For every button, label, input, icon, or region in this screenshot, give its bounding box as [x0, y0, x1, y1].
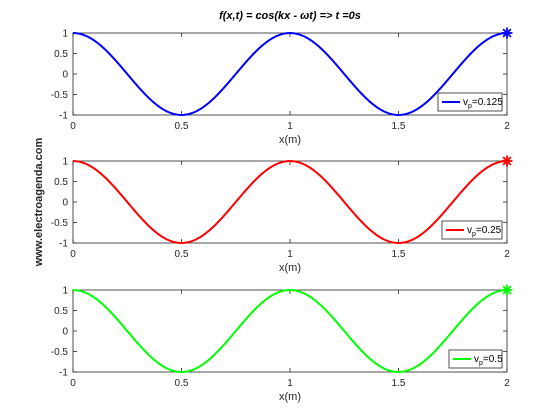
- legend-label: vp=0.5: [474, 354, 503, 367]
- marker-stroke: [502, 28, 512, 38]
- subplot-3: 0 0.5 1 1.5 2 1 0.5 0 -0.5 -1 x(m) vp=0.5: [51, 284, 513, 403]
- x-tick-label: 2: [504, 249, 510, 260]
- x-tick-label: 0.5: [175, 378, 189, 389]
- y-tick-label: -1: [59, 239, 68, 250]
- marker-stroke: [502, 285, 512, 295]
- marker-stroke: [502, 156, 512, 166]
- legend: vp=0.25: [441, 220, 503, 240]
- y-tick-label: -0.5: [51, 90, 69, 101]
- x-tick-label: 1.5: [392, 378, 406, 389]
- x-tick-label: 2: [504, 121, 510, 132]
- y-tick-label: -0.5: [51, 347, 69, 358]
- y-tick-label: 1: [62, 29, 68, 40]
- end-point-marker: [501, 155, 513, 167]
- x-tick-label: 1: [287, 378, 293, 389]
- y-tick-label: -1: [59, 368, 68, 379]
- y-tick-label: 0: [62, 70, 68, 81]
- x-tick-label: 0: [70, 249, 76, 260]
- axes-box: [72, 289, 508, 373]
- y-tick-label: 0.5: [54, 306, 68, 317]
- x-tick-label: 1: [287, 249, 293, 260]
- x-tick-label: 1: [287, 121, 293, 132]
- y-tick-label: -1: [59, 111, 68, 122]
- series-line: [72, 159, 508, 245]
- legend-box: [437, 92, 503, 112]
- legend: vp=0.125: [437, 92, 503, 112]
- figure-title: f(x,t) = cos(kx - ωt) => t =0s: [219, 10, 361, 22]
- subplot-1: 0 0.5 1 1.5 2 1 0.5 0 -0.5 -1 x(m) vp=0.125: [51, 27, 513, 146]
- subplot-2: 0 0.5 1 1.5 2 1 0.5 0 -0.5 -1 x(m) vp=0.25: [51, 155, 513, 274]
- end-point-marker: [501, 284, 513, 296]
- x-tick-label: 1.5: [392, 121, 406, 132]
- y-tick-label: 1: [62, 157, 68, 168]
- x-axis-label: x(m): [279, 262, 301, 274]
- y-tick-label: 1: [62, 286, 68, 297]
- y-tick-label: 0.5: [54, 177, 68, 188]
- watermark-text: www.electroagenda.com: [33, 137, 45, 267]
- x-axis-label: x(m): [279, 134, 301, 146]
- y-tick-label: -0.5: [51, 218, 69, 229]
- legend-label: vp=0.125: [463, 97, 503, 110]
- legend: vp=0.5: [448, 349, 503, 369]
- x-tick-label: 0: [70, 378, 76, 389]
- x-axis-label: x(m): [279, 391, 301, 403]
- y-tick-label: 0.5: [54, 49, 68, 60]
- x-tick-label: 0: [70, 121, 76, 132]
- x-tick-label: 2: [504, 378, 510, 389]
- axes-box: [72, 32, 508, 116]
- legend-label: vp=0.25: [467, 225, 502, 238]
- y-tick-label: 0: [62, 327, 68, 338]
- series-line: [72, 288, 508, 374]
- x-tick-label: 0.5: [175, 249, 189, 260]
- end-point-marker: [501, 27, 513, 39]
- x-tick-label: 1.5: [392, 249, 406, 260]
- series-line: [72, 31, 508, 117]
- x-tick-label: 0.5: [175, 121, 189, 132]
- legend-box: [448, 349, 503, 369]
- y-tick-label: 0: [62, 198, 68, 209]
- legend-box: [441, 220, 503, 240]
- axes-layer: 0 0.5 1 1.5 2 1 0.5 0 -0.5 -1 x(m) vp=0.125 0 0.5 1 1.5…: [51, 27, 513, 403]
